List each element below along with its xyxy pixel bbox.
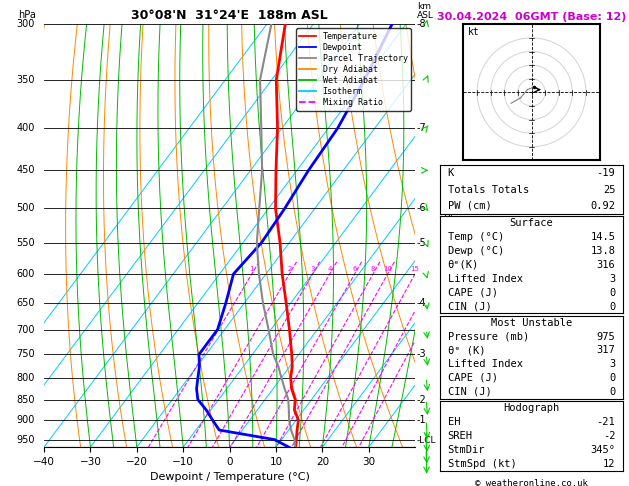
Text: -19: -19: [597, 168, 615, 178]
Text: Dewp (°C): Dewp (°C): [448, 246, 504, 256]
Text: 900: 900: [16, 415, 35, 425]
Text: StmDir: StmDir: [448, 445, 485, 455]
Text: θᵉ(K): θᵉ(K): [448, 260, 479, 270]
X-axis label: Dewpoint / Temperature (°C): Dewpoint / Temperature (°C): [150, 472, 309, 483]
Text: 500: 500: [16, 203, 35, 213]
Text: -4: -4: [417, 298, 426, 308]
Text: 25: 25: [603, 185, 615, 194]
Legend: Temperature, Dewpoint, Parcel Trajectory, Dry Adiabat, Wet Adiabat, Isotherm, Mi: Temperature, Dewpoint, Parcel Trajectory…: [296, 29, 411, 111]
Text: -2: -2: [603, 431, 615, 441]
Text: Pressure (mb): Pressure (mb): [448, 331, 529, 342]
Text: 1: 1: [250, 266, 254, 272]
Text: -1: -1: [417, 415, 426, 425]
Text: 0.92: 0.92: [591, 201, 615, 211]
Text: 0: 0: [609, 288, 615, 297]
Text: -21: -21: [597, 417, 615, 427]
Text: 3: 3: [609, 274, 615, 284]
Text: Lifted Index: Lifted Index: [448, 359, 523, 369]
Text: © weatheronline.co.uk: © weatheronline.co.uk: [475, 479, 588, 486]
Text: 15: 15: [411, 266, 420, 272]
Text: EH: EH: [448, 417, 460, 427]
Text: Mixing Ratio (g/kg): Mixing Ratio (g/kg): [444, 193, 453, 278]
Text: 13.8: 13.8: [591, 246, 615, 256]
Text: PW (cm): PW (cm): [448, 201, 491, 211]
Text: 700: 700: [16, 325, 35, 334]
Text: K: K: [448, 168, 454, 178]
Text: 345°: 345°: [591, 445, 615, 455]
Text: -5: -5: [417, 238, 426, 248]
Text: kt: kt: [467, 27, 479, 37]
Text: 6: 6: [352, 266, 357, 272]
Text: 400: 400: [16, 123, 35, 133]
Text: 317: 317: [597, 346, 615, 355]
Text: Most Unstable: Most Unstable: [491, 318, 572, 328]
Text: 550: 550: [16, 238, 35, 248]
Text: -3: -3: [417, 349, 426, 360]
Text: 10: 10: [383, 266, 392, 272]
Text: 600: 600: [16, 269, 35, 279]
Text: StmSpd (kt): StmSpd (kt): [448, 459, 516, 469]
Text: 0: 0: [609, 373, 615, 383]
Text: 14.5: 14.5: [591, 232, 615, 242]
Text: 650: 650: [16, 298, 35, 308]
Text: 975: 975: [597, 331, 615, 342]
Text: -7: -7: [417, 123, 426, 133]
Text: 300: 300: [16, 19, 35, 29]
Text: 2: 2: [287, 266, 291, 272]
Text: 800: 800: [16, 373, 35, 382]
Text: 850: 850: [16, 395, 35, 404]
Text: 316: 316: [597, 260, 615, 270]
Text: 450: 450: [16, 165, 35, 175]
Text: 0: 0: [609, 301, 615, 312]
Text: 750: 750: [16, 349, 35, 360]
Text: Hodograph: Hodograph: [503, 403, 560, 413]
Text: Lifted Index: Lifted Index: [448, 274, 523, 284]
Text: -LCL: -LCL: [417, 436, 437, 445]
Text: 3: 3: [310, 266, 315, 272]
Text: 30.04.2024  06GMT (Base: 12): 30.04.2024 06GMT (Base: 12): [437, 12, 626, 22]
Text: -2: -2: [417, 395, 426, 404]
Text: -8: -8: [417, 19, 426, 29]
Text: θᵉ (K): θᵉ (K): [448, 346, 485, 355]
Text: Totals Totals: Totals Totals: [448, 185, 529, 194]
Text: 12: 12: [603, 459, 615, 469]
Text: Temp (°C): Temp (°C): [448, 232, 504, 242]
Text: SREH: SREH: [448, 431, 472, 441]
Text: 8: 8: [370, 266, 376, 272]
Text: hPa: hPa: [18, 10, 36, 20]
Text: km
ASL: km ASL: [417, 2, 434, 20]
Text: 4: 4: [328, 266, 332, 272]
Text: Surface: Surface: [509, 218, 554, 228]
Text: 3: 3: [609, 359, 615, 369]
Text: -6: -6: [417, 203, 426, 213]
Text: 30°08'N  31°24'E  188m ASL: 30°08'N 31°24'E 188m ASL: [131, 9, 328, 22]
Text: CIN (J): CIN (J): [448, 387, 491, 397]
Text: 350: 350: [16, 75, 35, 85]
Text: CIN (J): CIN (J): [448, 301, 491, 312]
Text: CAPE (J): CAPE (J): [448, 288, 498, 297]
Text: 950: 950: [16, 434, 35, 445]
Text: 0: 0: [609, 387, 615, 397]
Text: CAPE (J): CAPE (J): [448, 373, 498, 383]
